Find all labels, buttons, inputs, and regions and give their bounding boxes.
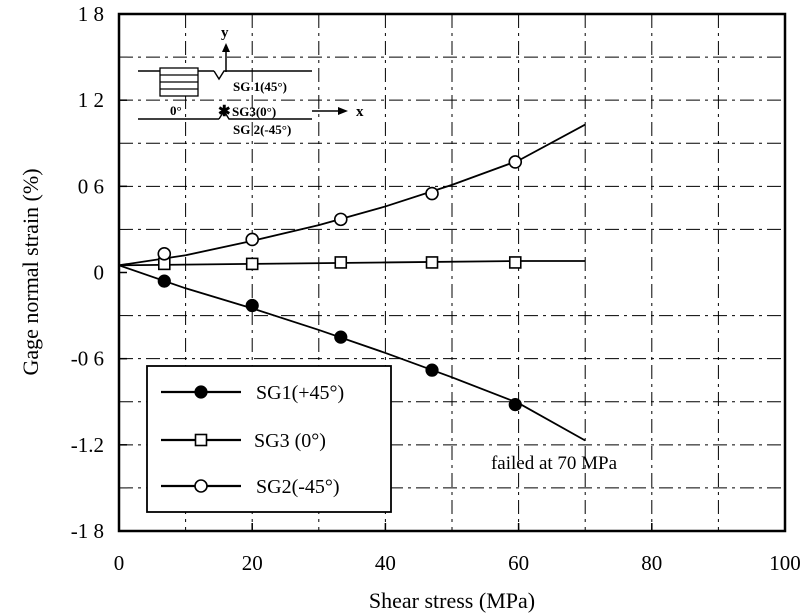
inset-gauge-sg3: SG3(0°): [232, 104, 276, 119]
y-axis-title: Gage normal strain (%): [18, 168, 43, 375]
series-curves: [118, 123, 586, 442]
y-tick-label: 1 8: [78, 2, 104, 26]
data-point: [508, 398, 522, 412]
y-tick-label: -1.2: [71, 433, 104, 457]
y-tick-labels: 1 8 1 2 0 6 0 -0 6 -1.2 -1 8: [71, 2, 104, 543]
y-tick-label: -0 6: [71, 347, 104, 371]
legend-label: SG3 (0°): [254, 430, 326, 452]
y-tick-label: -1 8: [71, 519, 104, 543]
data-point: [425, 363, 439, 377]
x-axis-title: Shear stress (MPa): [369, 588, 535, 613]
inset-x-label: x: [356, 104, 364, 120]
inset-gauge-marker-icon: ✱: [218, 104, 231, 120]
data-point: [334, 330, 348, 344]
x-tick-label: 0: [114, 551, 125, 575]
x-tick-label: 40: [375, 551, 396, 575]
legend: SG1(+45°) SG3 (0°) SG2(-45°): [146, 365, 392, 513]
inset-y-label: y: [221, 25, 229, 41]
x-tick-label: 80: [641, 551, 662, 575]
legend-label: SG1(+45°): [256, 382, 344, 404]
data-point: [157, 274, 171, 288]
data-point: [334, 256, 348, 269]
series-curve: [118, 123, 586, 267]
y-tick-label: 0: [94, 261, 105, 285]
legend-marker: [194, 433, 208, 447]
ply-stack-icon: [159, 67, 199, 97]
inset-ply-label: 0°: [170, 103, 182, 118]
data-point: [157, 247, 172, 261]
x-tick-label: 100: [769, 551, 801, 575]
data-point: [333, 212, 348, 227]
y-tick-label: 0 6: [78, 174, 104, 198]
inset-gauge-sg2: SG 2(-45°): [233, 122, 291, 137]
series-curve: [118, 260, 586, 267]
data-point: [425, 186, 439, 201]
x-tick-labels: 0 20 40 60 80 100: [114, 551, 801, 575]
legend-label: SG2(-45°): [256, 476, 340, 498]
x-tick-label: 20: [242, 551, 263, 575]
legend-marker: [194, 385, 208, 399]
data-point: [508, 155, 523, 169]
data-point: [245, 232, 259, 247]
y-tick-label: 1 2: [78, 88, 104, 112]
legend-marker: [194, 479, 208, 493]
inset-gauge-sg1: SG 1(45°): [233, 79, 287, 94]
data-point: [508, 256, 522, 269]
series-curve: [118, 264, 586, 442]
data-point: [245, 257, 259, 271]
series-markers: [157, 155, 523, 412]
failure-annotation: failed at 70 MPa: [491, 453, 618, 474]
axis-ticks: [118, 13, 786, 532]
data-point: [425, 256, 439, 269]
x-tick-label: 60: [508, 551, 529, 575]
data-point: [245, 298, 259, 313]
specimen-inset: y x 0° SG 1(45°) ✱ SG3(0°) SG 2(-45°): [138, 25, 364, 137]
